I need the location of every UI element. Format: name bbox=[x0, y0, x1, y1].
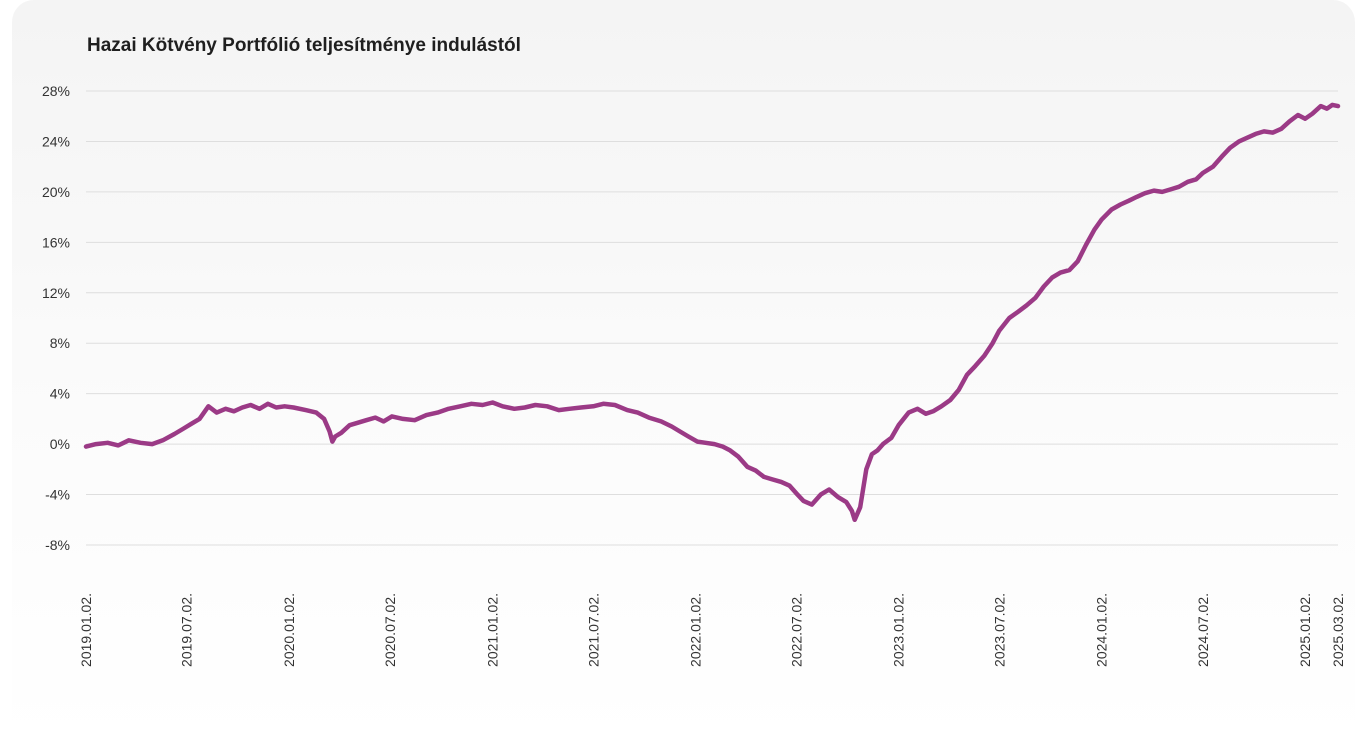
x-tick-label: 2019.01.02. bbox=[78, 593, 94, 667]
x-tick-label: 2025.01.02. bbox=[1297, 593, 1313, 667]
x-tick-label: 2024.01.02. bbox=[1094, 593, 1110, 667]
y-axis-ticks: 28% 24% 20% 16% 12% 8% 4% 0% -4% -8% bbox=[42, 83, 70, 553]
x-tick-label: 2023.07.02. bbox=[991, 593, 1007, 667]
series-layer bbox=[83, 102, 1341, 523]
y-tick-label: 12% bbox=[42, 285, 70, 301]
y-tick-label: 16% bbox=[42, 234, 70, 250]
x-axis-ticks: 2019.01.02. 2019.07.02. 2020.01.02. 2020.07… bbox=[78, 593, 1346, 667]
y-tick-label: 20% bbox=[42, 184, 70, 200]
gridlines bbox=[86, 90, 1338, 546]
y-tick-label: 8% bbox=[50, 335, 70, 351]
y-tick-label: -8% bbox=[45, 537, 70, 553]
x-tick-label: 2024.07.02. bbox=[1195, 593, 1211, 667]
x-tick-label: 2020.01.02. bbox=[281, 593, 297, 667]
series-line bbox=[83, 102, 1341, 523]
x-tick-label: 2019.07.02. bbox=[179, 593, 195, 667]
y-tick-label: -4% bbox=[45, 487, 70, 503]
x-tick-label: 2020.07.02. bbox=[382, 593, 398, 667]
y-tick-label: 28% bbox=[42, 83, 70, 99]
y-tick-label: 4% bbox=[50, 386, 70, 402]
x-tick-label: 2025.03.02. bbox=[1330, 593, 1346, 667]
x-tick-label: 2021.07.02. bbox=[585, 593, 601, 667]
y-tick-label: 24% bbox=[42, 133, 70, 149]
x-tick-label: 2022.01.02. bbox=[688, 593, 704, 667]
y-tick-label: 0% bbox=[50, 436, 70, 452]
chart-card bbox=[12, 0, 1355, 744]
x-tick-label: 2021.01.02. bbox=[485, 593, 501, 667]
x-tick-label: 2023.01.02. bbox=[891, 593, 907, 667]
chart-title: Hazai Kötvény Portfólió teljesítménye in… bbox=[87, 35, 521, 56]
x-tick-label: 2022.07.02. bbox=[788, 593, 804, 667]
